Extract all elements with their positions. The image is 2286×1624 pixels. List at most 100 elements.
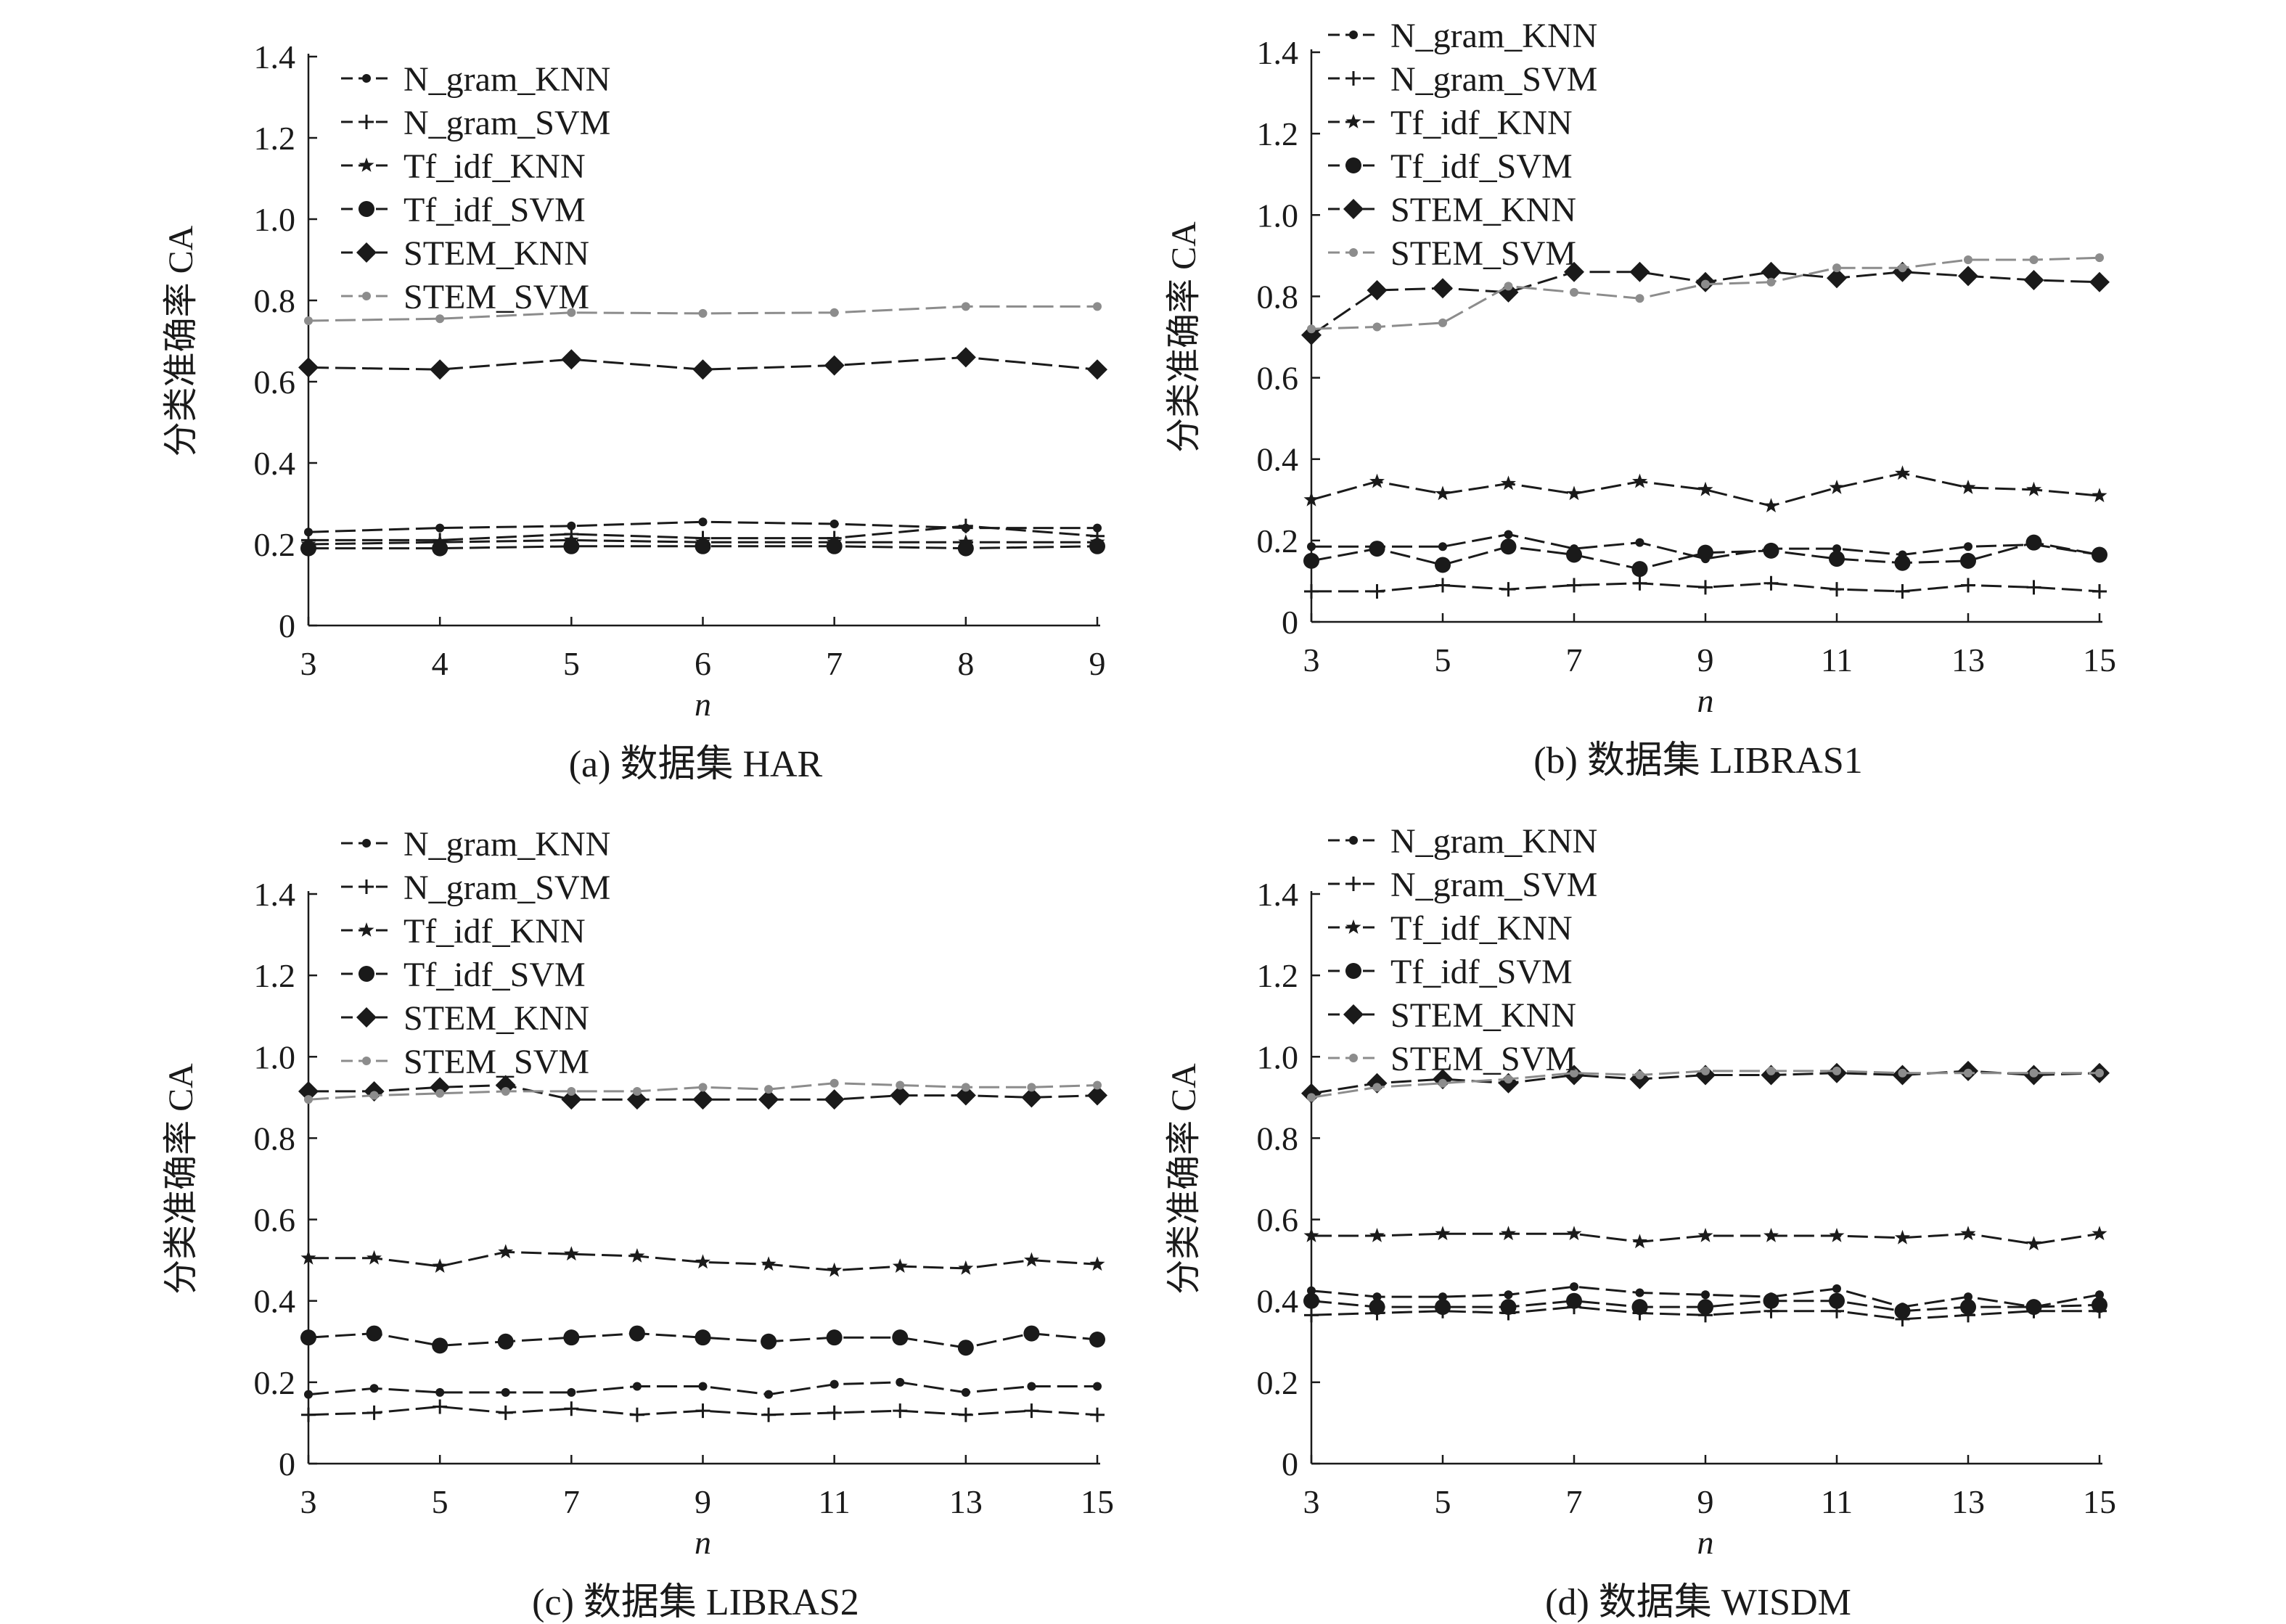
data-point [1023,1325,1040,1342]
y-tick-label: 1.2 [254,120,296,157]
data-point [501,1387,510,1397]
chart-panel-1: 0 0.2 0.4 0.6 0.8 1.0 1.2 1.4 3 4 5 6 7 8 9 n 分类准确率 CA (a… [162,38,1107,785]
data-point [758,1089,779,1110]
data-point [1964,1292,1972,1302]
data-point [561,1089,582,1110]
legend-marker [359,115,374,129]
series-tf-idf-knn [300,1244,1105,1277]
data-point [1698,580,1713,595]
y-tick-label: 0.8 [1257,1120,1299,1157]
data-point [961,1083,970,1092]
data-point [1964,1068,1972,1078]
x-tick-label: 3 [1303,1483,1320,1520]
data-point [826,538,843,554]
data-point [628,1325,645,1342]
data-point [1898,263,1907,273]
data-point [1564,261,1584,282]
x-tick-label: 15 [2083,1483,2116,1520]
legend-label: STEM_KNN [403,999,589,1038]
x-tick-label: 7 [1566,641,1583,678]
data-point [1898,1068,1907,1078]
data-point [304,528,313,537]
legend: N_gram_KNN N_gram_SVM Tf_idf_KNN Tf_idf_SVM… [341,825,610,1081]
data-point [1829,480,1845,494]
data-point [761,1256,777,1271]
series-tf-idf-knn [1303,1226,2107,1251]
data-point [827,1262,843,1277]
legend-item: Tf_idf_KNN [1328,104,1573,142]
data-point [1369,1228,1385,1242]
panel-caption: (d) 数据集 WISDM [1545,1582,1851,1623]
y-tick-label: 0.2 [254,1364,296,1401]
data-point [1024,1252,1039,1267]
x-tick-label: 9 [695,1483,711,1520]
series-stem-svm [1307,253,2104,334]
chart-panel-3: 0 0.2 0.4 0.6 0.8 1.0 1.2 1.4 3 5 7 9 11 13 15 n 分类准确率 C… [162,825,1114,1623]
legend-label: STEM_SVM [403,278,589,316]
y-tick-label: 0.6 [1257,1202,1299,1239]
data-point [567,1387,576,1397]
x-tick-label: 6 [695,645,711,682]
legend-marker [1346,877,1361,891]
data-point [957,540,974,557]
legend-item: N_gram_KNN [341,60,610,99]
series-stem-knn [298,347,1107,380]
data-point [626,1089,647,1110]
y-tick-label: 0.6 [1257,360,1299,397]
y-tick-label: 0 [1282,604,1298,641]
data-point [1303,1228,1319,1242]
legend-marker [359,922,374,937]
data-point [1438,1078,1447,1088]
data-point [304,1390,313,1399]
x-tick-label: 13 [1951,641,1985,678]
chart-panel-2: 0 0.2 0.4 0.6 0.8 1.0 1.2 1.4 3 5 7 9 11 13 15 n 分类准确率 C… [1165,17,2116,782]
x-tick-label: 7 [1566,1483,1583,1520]
series-n-gram-svm [301,1399,1105,1422]
data-point [692,359,713,380]
x-tick-label: 9 [1697,641,1714,678]
data-point [1697,1299,1713,1316]
legend-label: Tf_idf_KNN [403,147,586,186]
legend-marker [362,839,371,848]
data-point [2026,481,2041,496]
data-point [1372,322,1382,332]
chart-panel-4: 0 0.2 0.4 0.6 0.8 1.0 1.2 1.4 3 5 7 9 11 13 15 n 分类准确率 C… [1165,822,2116,1623]
data-point [1504,530,1513,539]
data-point [827,1405,842,1420]
data-point [563,1246,579,1261]
data-point [824,355,845,376]
legend-marker [359,966,374,982]
y-tick-label: 0.2 [1257,1364,1299,1401]
legend-marker [359,879,374,894]
data-point [498,1405,513,1420]
legend-item: Tf_idf_SVM [341,956,586,994]
data-point [2092,1226,2107,1241]
data-point [1832,1066,1841,1075]
y-tick-label: 1.0 [1257,1038,1299,1075]
data-point [698,517,708,527]
data-point [433,1399,448,1414]
data-point [957,1340,974,1356]
data-point [1027,1382,1036,1391]
data-point [961,1387,970,1397]
data-point [695,538,711,554]
data-point [2026,580,2041,595]
legend-item: STEM_KNN [1328,996,1576,1035]
y-tick-label: 0.8 [254,282,296,319]
data-point [698,1382,708,1391]
data-point [1958,266,1978,287]
y-tick-label: 1.0 [254,1038,296,1075]
data-point [1832,544,1841,554]
legend-item: STEM_KNN [1328,191,1576,229]
legend-marker [1349,248,1358,257]
series-tf-idf-svm [300,1325,1105,1356]
legend-item: Tf_idf_SVM [1328,953,1573,991]
data-point [366,1325,382,1342]
data-point [698,308,708,318]
data-point [896,1377,905,1387]
data-point [561,349,582,370]
x-tick-label: 11 [1821,641,1853,678]
data-point [501,1086,510,1096]
series-stem-svm [1307,1066,2104,1102]
data-point [1307,542,1316,551]
